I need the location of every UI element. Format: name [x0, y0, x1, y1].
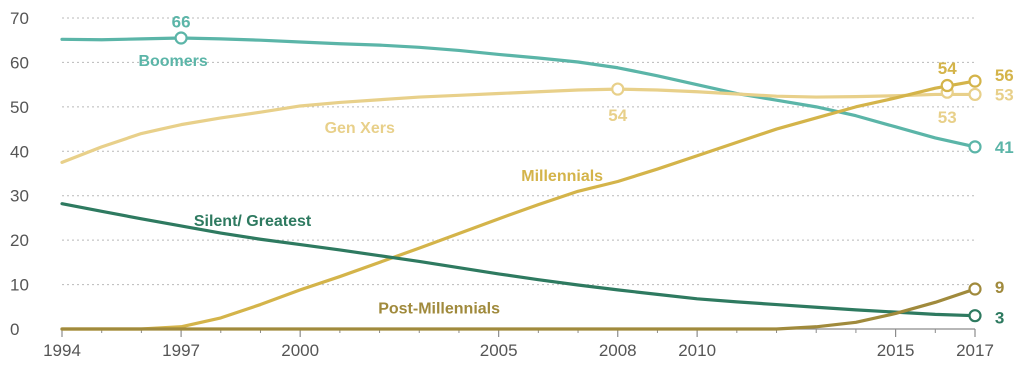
marker-millennials-1 — [968, 74, 982, 88]
data-label-boomers-1: 41 — [995, 138, 1014, 157]
y-tick-label-70: 70 — [10, 9, 29, 28]
x-tick-label-2015: 2015 — [877, 341, 915, 360]
marker-gen-xers-2 — [968, 87, 982, 102]
data-label-gen-xers-2: 53 — [995, 85, 1014, 104]
x-tick-label-1997: 1997 — [162, 341, 200, 360]
y-tick-label-20: 20 — [10, 231, 29, 250]
axis-layer: 0 10 20 30 40 50 60 70 1994 1997 2000 2005 2008 2010 2… — [10, 9, 994, 360]
series-label-gen-xers: Gen Xers — [325, 120, 395, 137]
data-label-gen-xers-1: 53 — [938, 108, 957, 127]
series-layer — [60, 36, 977, 331]
marker-boomers-0 — [174, 31, 188, 45]
marker-boomers-1 — [968, 140, 982, 154]
y-tick-label-30: 30 — [10, 187, 29, 206]
series-line-silent-greatest — [60, 202, 977, 318]
data-label-gen-xers-0: 54 — [608, 106, 627, 125]
x-tick-label-2010: 2010 — [678, 341, 716, 360]
marker-millennials-0 — [940, 78, 954, 93]
series-label-boomers: Boomers — [138, 53, 207, 70]
label-layer: 66 41 Boomers 54 53 53 Gen Xers 54 56 Millennials… — [138, 13, 1013, 328]
series-label-post-millennials: Post-Millennials — [378, 301, 500, 318]
marker-post-millennials-0 — [968, 282, 982, 296]
data-label-boomers-0: 66 — [172, 13, 191, 32]
series-label-millennials: Millennials — [521, 168, 603, 185]
data-label-millennials-0: 54 — [938, 59, 957, 78]
series-line-gen-xers — [60, 87, 977, 164]
data-label-silent-greatest-0: 3 — [995, 308, 1004, 327]
series-label-silent-greatest: Silent/ Greatest — [194, 213, 312, 230]
x-tick-label-2008: 2008 — [599, 341, 637, 360]
series-line-boomers — [60, 36, 977, 149]
data-label-post-millennials-0: 9 — [995, 278, 1004, 297]
y-tick-label-40: 40 — [10, 142, 29, 161]
marker-gen-xers-0 — [611, 82, 625, 96]
x-tick-label-2000: 2000 — [281, 341, 319, 360]
series-line-post-millennials — [60, 287, 977, 331]
y-tick-label-50: 50 — [10, 98, 29, 117]
x-tick-label-2017: 2017 — [956, 341, 994, 360]
x-tick-label-2005: 2005 — [480, 341, 518, 360]
data-label-millennials-1: 56 — [995, 66, 1014, 85]
x-tick-label-1994: 1994 — [43, 341, 81, 360]
y-tick-label-60: 60 — [10, 53, 29, 72]
y-tick-label-10: 10 — [10, 276, 29, 295]
series-line-millennials — [60, 79, 977, 331]
y-tick-label-0: 0 — [10, 320, 19, 339]
marker-silent-greatest-0 — [968, 309, 982, 323]
